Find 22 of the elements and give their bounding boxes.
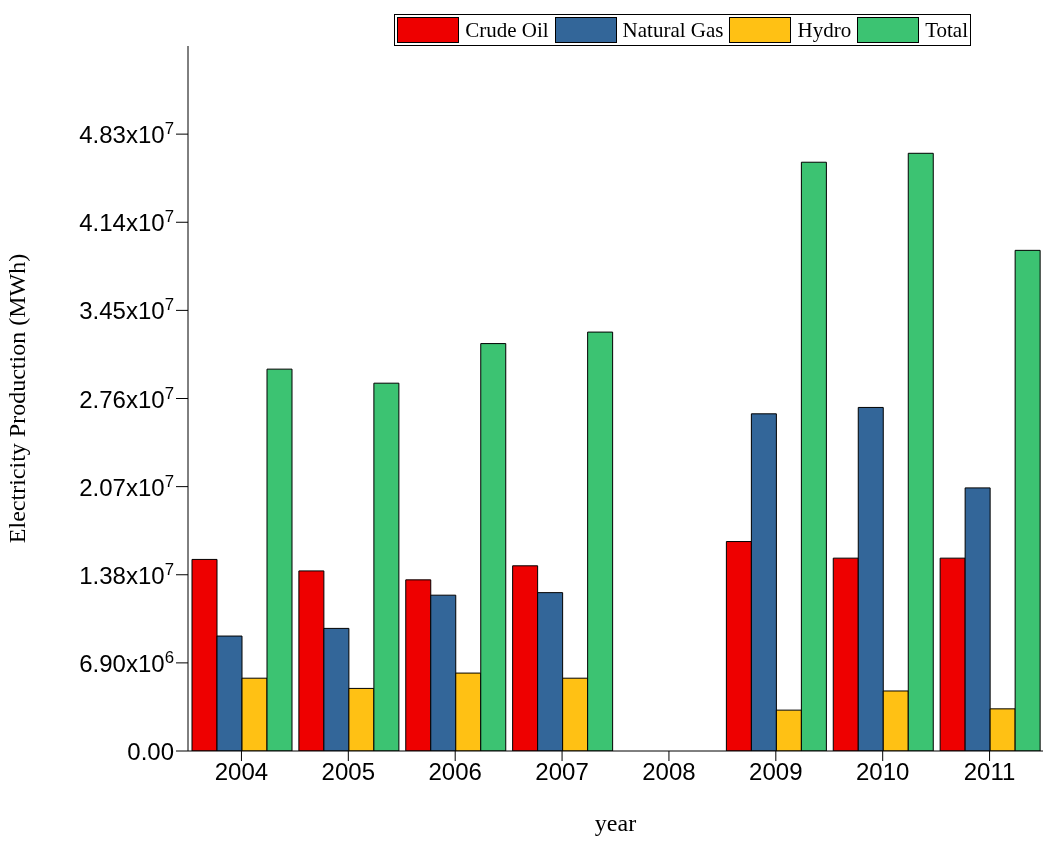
- legend-label: Crude Oil: [465, 17, 549, 43]
- x-tick-label: 2007: [535, 758, 589, 786]
- x-tick-label: 2011: [963, 758, 1016, 786]
- x-tick-label: 2008: [642, 758, 696, 786]
- y-tick-label: 2.07x10$^{7}$: [79, 471, 174, 501]
- x-tick-label: 2009: [749, 758, 803, 786]
- y-axis-title: Electricity Production (MWh): [3, 253, 30, 544]
- y-tick-label: 6.90x10$^{6}$: [79, 647, 174, 677]
- x-tick-label: 2010: [855, 758, 910, 786]
- legend-label: Natural Gas: [622, 17, 724, 43]
- y-tick-label: 4.83x10$^{7}$: [79, 118, 174, 149]
- y-tick-label: 1.38x10$^{7}$: [79, 559, 174, 589]
- y-tick-label: 2.76x10$^{7}$: [79, 383, 174, 413]
- x-tick-label: 2004: [214, 758, 269, 786]
- x-axis-title: year: [594, 810, 637, 836]
- x-tick-label: 2005: [321, 758, 376, 786]
- legend-label: Hydro: [797, 17, 852, 43]
- y-tick-label: 0.00: [127, 738, 174, 765]
- y-tick-label: 3.45x10$^{7}$: [79, 294, 174, 325]
- x-tick-label: 2006: [428, 758, 482, 786]
- legend-label: Total: [925, 17, 968, 43]
- y-tick-label: 4.14x10$^{7}$: [79, 206, 174, 237]
